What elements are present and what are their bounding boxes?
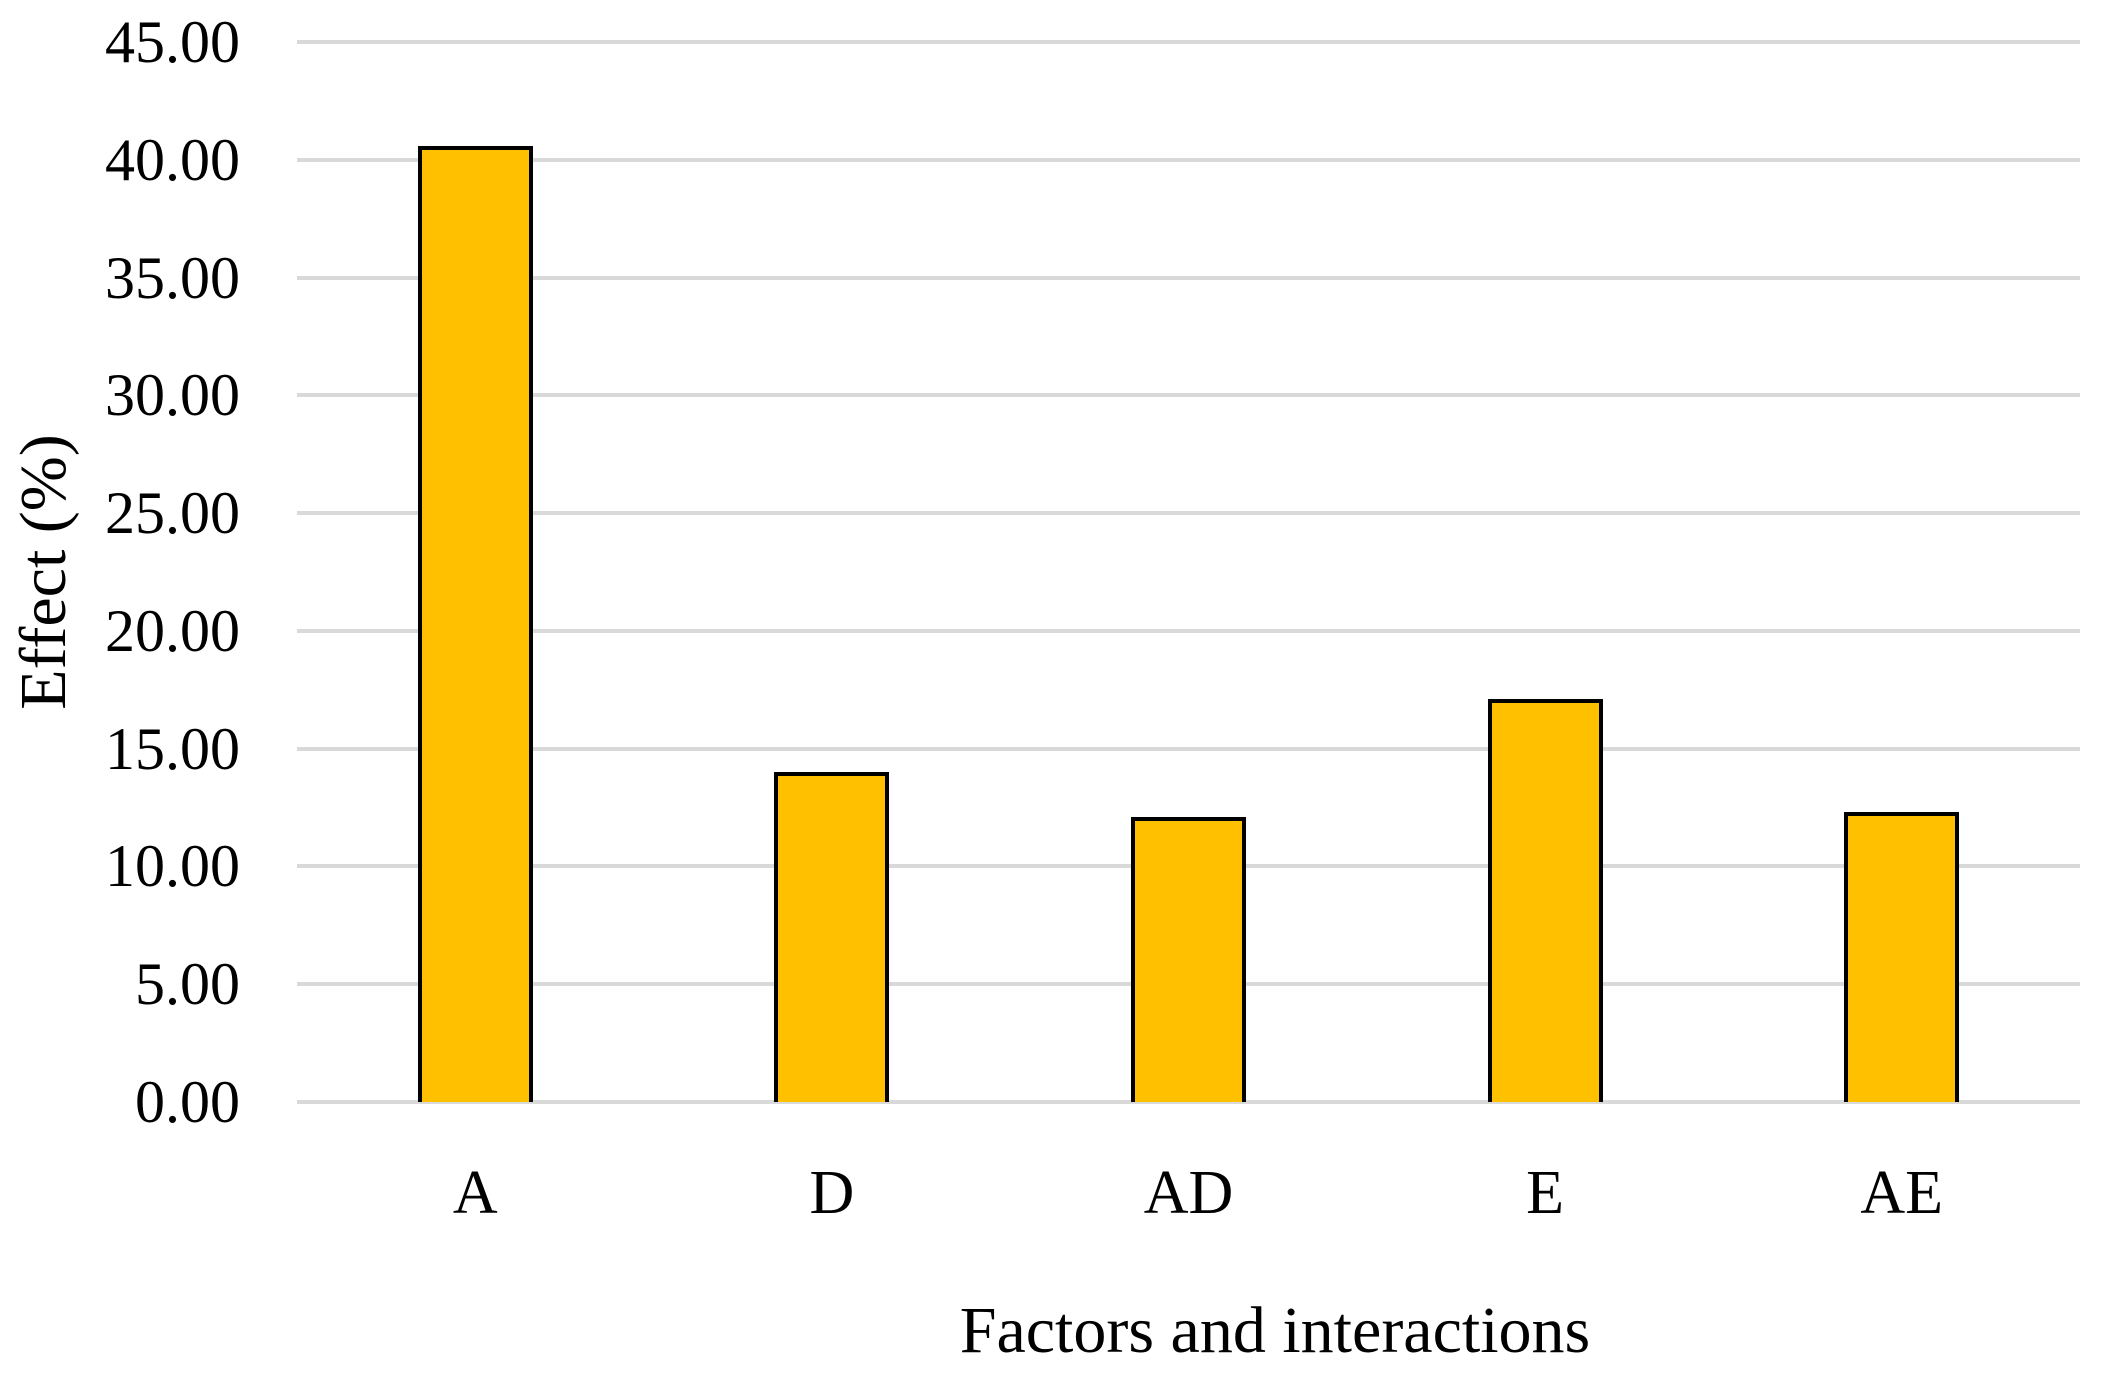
x-category-label-E: E xyxy=(1526,1159,1565,1227)
y-tick-label: 20.00 xyxy=(105,597,240,664)
bar-AE xyxy=(1844,812,1960,1102)
x-category-label-D: D xyxy=(809,1159,855,1227)
y-tick-label: 5.00 xyxy=(135,951,240,1018)
y-axis-title: Effect (%) xyxy=(7,434,80,710)
x-category-label-A: A xyxy=(452,1159,498,1227)
gridline-y-40.00 xyxy=(297,157,2080,162)
y-tick-label: 40.00 xyxy=(105,126,240,193)
gridline-y-25.00 xyxy=(297,511,2080,516)
y-tick-label: 15.00 xyxy=(105,715,240,782)
y-tick-label: 30.00 xyxy=(105,362,240,429)
bar-A xyxy=(417,145,533,1102)
y-tick-label: 35.00 xyxy=(105,244,240,311)
gridline-y-30.00 xyxy=(297,393,2080,398)
bar-E xyxy=(1487,699,1603,1102)
bar-D xyxy=(774,772,890,1102)
x-category-label-AE: AE xyxy=(1860,1159,1944,1227)
y-tick-label: 25.00 xyxy=(105,480,240,547)
y-tick-label: 45.00 xyxy=(105,9,240,75)
y-tick-label: 10.00 xyxy=(105,833,240,900)
gridline-y-0.00 xyxy=(297,1100,2080,1104)
gridline-y-15.00 xyxy=(297,746,2080,751)
gridline-y-45.00 xyxy=(297,40,2080,44)
gridline-y-35.00 xyxy=(297,275,2080,280)
y-tick-label: 0.00 xyxy=(135,1069,240,1135)
gridline-y-20.00 xyxy=(297,628,2080,633)
x-axis-title: Factors and interactions xyxy=(959,1294,1591,1367)
bar-AD xyxy=(1131,816,1246,1102)
x-category-label-AD: AD xyxy=(1143,1159,1234,1227)
